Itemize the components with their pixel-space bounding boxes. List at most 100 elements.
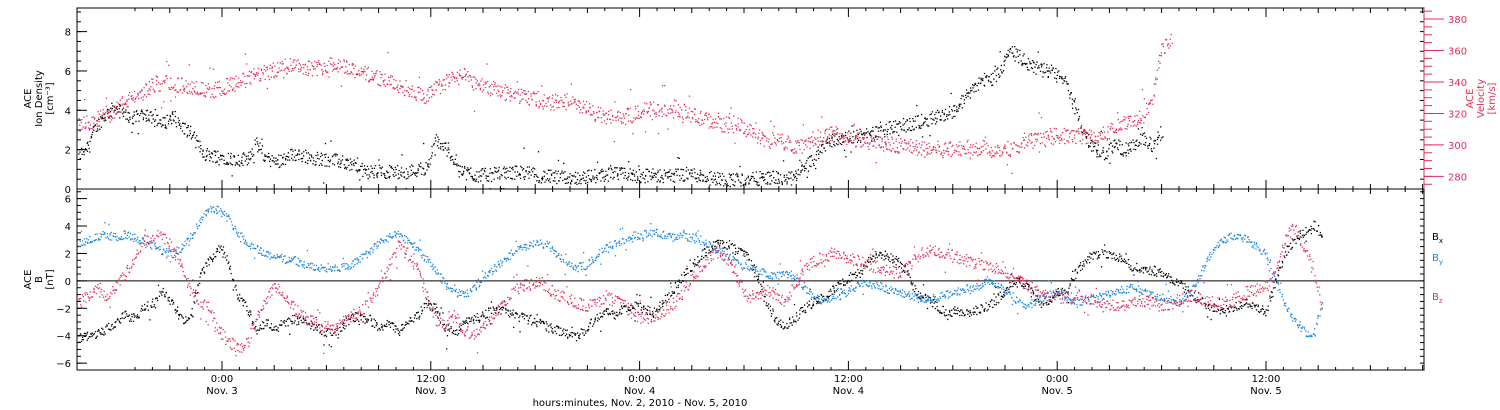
data-point [739, 165, 741, 168]
data-point [330, 140, 332, 142]
data-point [810, 165, 812, 168]
data-point [1054, 77, 1056, 79]
data-point [644, 102, 646, 104]
data-point [767, 141, 770, 143]
data-point [453, 76, 456, 78]
data-point [833, 133, 835, 135]
data-point [959, 141, 961, 143]
data-point [719, 175, 721, 177]
data-point [113, 326, 116, 328]
data-point [941, 111, 943, 113]
data-point [315, 154, 317, 157]
data-point [1101, 152, 1103, 154]
data-point [130, 95, 132, 97]
data-point [643, 305, 645, 307]
data-point [470, 76, 472, 78]
data-point [563, 328, 565, 330]
data-point [896, 123, 898, 126]
data-point [962, 145, 965, 148]
data-point [967, 149, 969, 151]
data-point [718, 176, 720, 178]
data-point [690, 169, 692, 171]
data-point [170, 77, 172, 79]
data-point [1070, 131, 1072, 133]
data-point [777, 178, 780, 180]
data-point [569, 335, 571, 337]
data-point [905, 149, 907, 151]
data-point [628, 309, 631, 311]
data-point [509, 100, 511, 102]
data-point [388, 176, 390, 178]
data-point [320, 155, 322, 158]
data-point [818, 157, 820, 160]
data-point [425, 162, 427, 164]
data-point [528, 103, 530, 106]
data-point [712, 118, 714, 120]
data-point [184, 322, 186, 324]
data-point [927, 125, 929, 127]
data-point [571, 102, 573, 105]
data-point [174, 96, 177, 98]
data-point [132, 122, 134, 125]
data-point [102, 109, 104, 111]
data-point [1094, 142, 1096, 144]
data-point [596, 177, 598, 179]
data-point [294, 159, 296, 162]
data-point [832, 129, 834, 132]
data-point [1059, 139, 1061, 141]
data-point [491, 93, 494, 95]
data-point [1136, 139, 1138, 141]
data-point [406, 90, 408, 92]
data-point [454, 330, 457, 332]
data-point [870, 134, 872, 136]
data-point [623, 117, 625, 119]
data-point [1149, 142, 1151, 145]
data-point [202, 150, 204, 152]
data-point [252, 72, 255, 75]
data-point [287, 152, 289, 154]
data-point [784, 180, 786, 182]
data-point [414, 172, 416, 174]
data-point [452, 75, 454, 78]
data-point [494, 171, 496, 173]
data-point [148, 114, 150, 116]
data-point [849, 138, 851, 140]
data-point [390, 166, 392, 169]
data-point [208, 150, 210, 153]
data-point [187, 83, 189, 85]
data-point [522, 98, 524, 100]
data-point [724, 131, 726, 133]
data-point [135, 110, 137, 113]
data-point [135, 120, 137, 123]
data-point [1108, 144, 1110, 146]
data-point [408, 175, 410, 178]
data-point [967, 92, 970, 94]
data-point [1006, 164, 1009, 166]
data-point [651, 177, 653, 179]
data-point [500, 307, 502, 310]
data-point [144, 308, 146, 310]
data-point [792, 179, 794, 181]
data-point [521, 92, 523, 94]
data-point [1016, 150, 1018, 153]
data-point [1014, 60, 1016, 62]
data-point [358, 73, 360, 75]
data-point [975, 151, 978, 153]
data-point [285, 325, 287, 327]
data-point [552, 94, 554, 96]
data-point [842, 137, 844, 139]
data-point [1024, 147, 1026, 149]
data-point [1063, 138, 1065, 140]
data-point [1078, 118, 1080, 120]
data-point [162, 287, 164, 290]
data-point [875, 162, 877, 164]
data-point [704, 113, 707, 115]
data-point [172, 111, 174, 113]
data-point [1021, 146, 1023, 148]
data-point [918, 143, 920, 145]
data-point [861, 145, 863, 147]
data-point [169, 118, 171, 120]
data-point [256, 71, 258, 74]
data-point [224, 251, 226, 254]
data-point [283, 153, 285, 155]
